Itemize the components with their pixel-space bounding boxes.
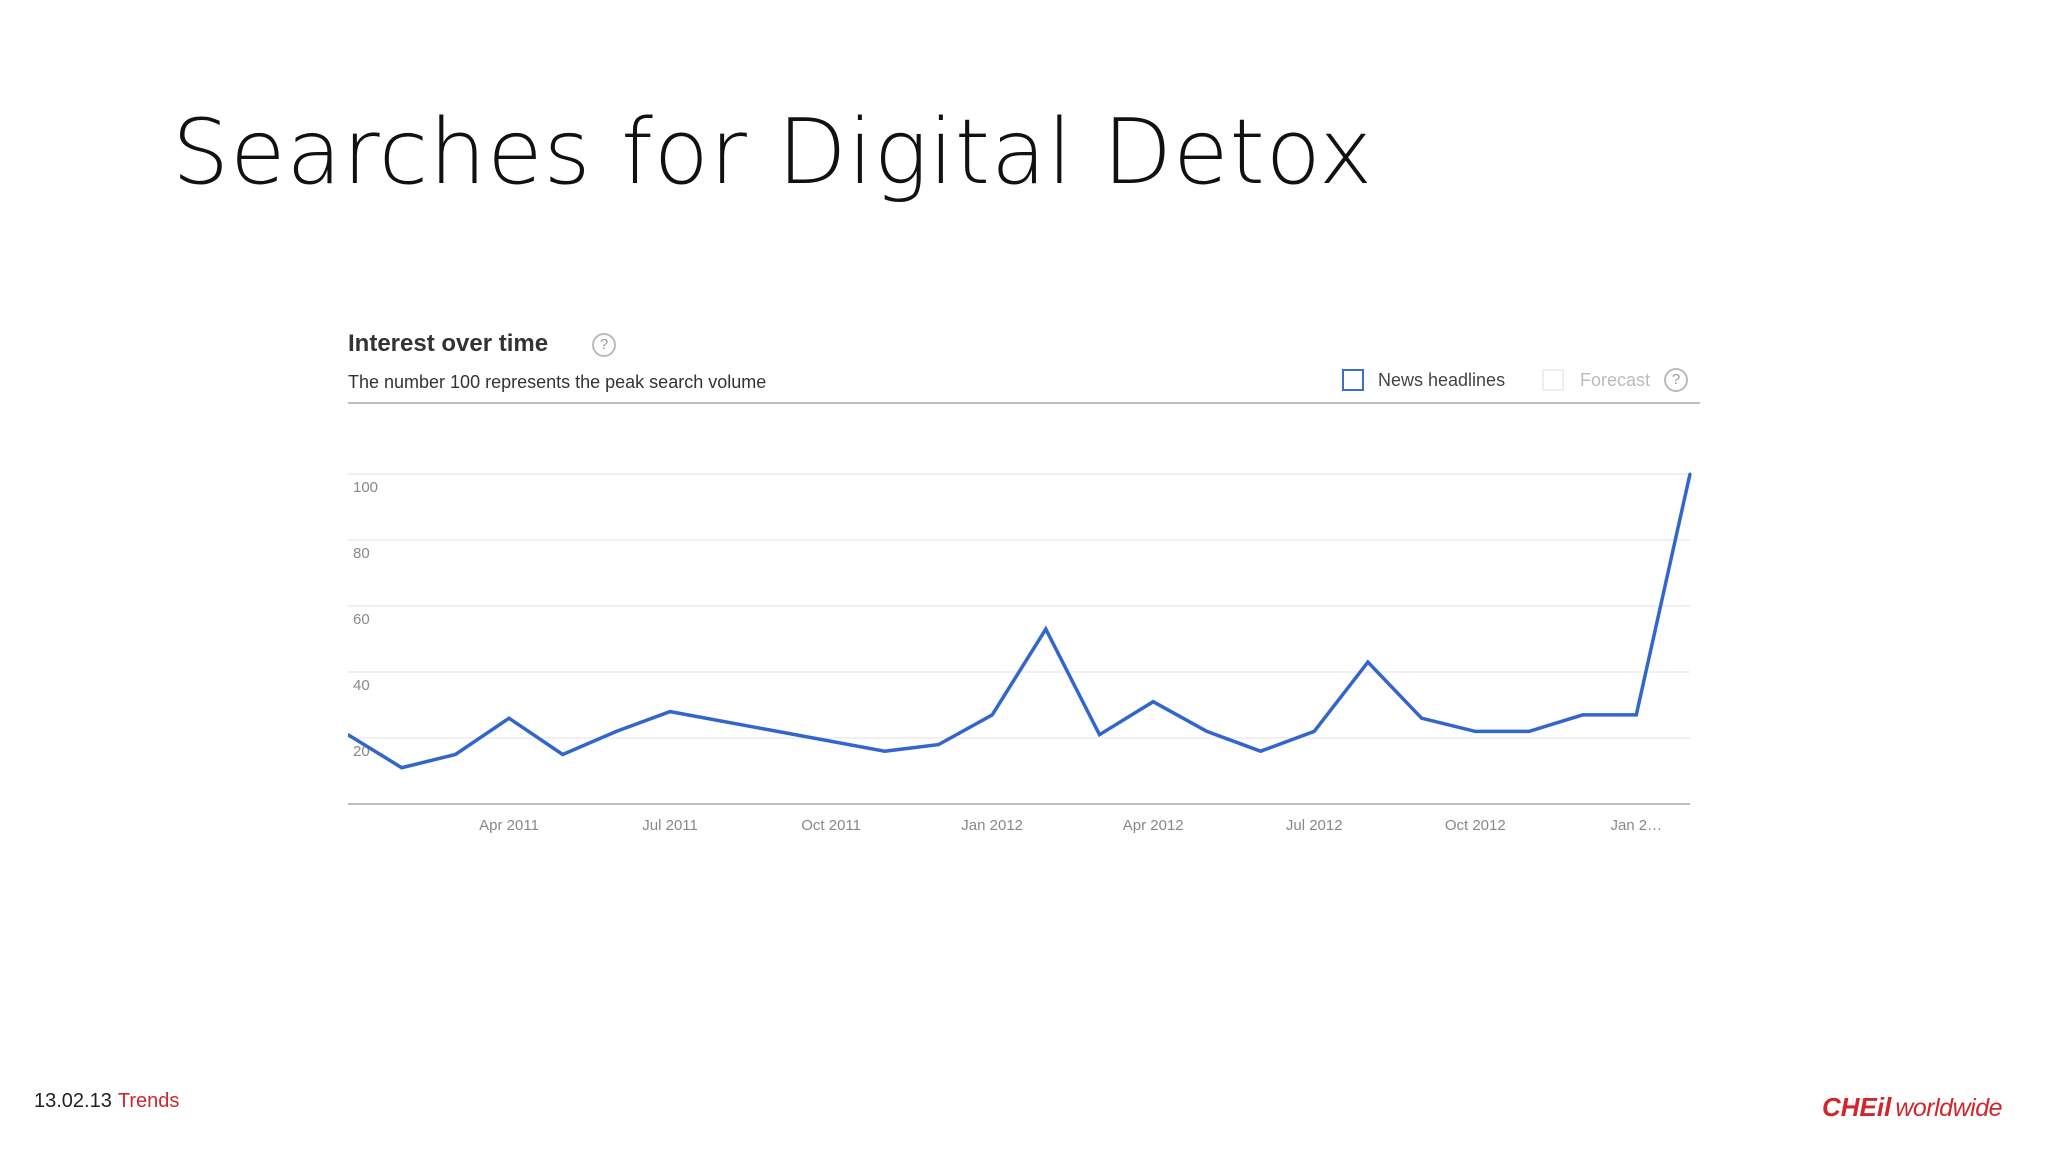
footer: 13.02.13 Trends bbox=[34, 1090, 179, 1113]
data-point bbox=[1420, 716, 1424, 720]
panel-title: Interest over time bbox=[348, 330, 549, 357]
x-tick-label: Jan 2… bbox=[1610, 817, 1662, 834]
header-divider bbox=[348, 402, 1700, 404]
data-point bbox=[668, 710, 672, 714]
data-point bbox=[1312, 729, 1316, 733]
data-point bbox=[1634, 713, 1638, 717]
x-tick-label: Jan 2012 bbox=[961, 817, 1023, 834]
data-point bbox=[1473, 729, 1477, 733]
y-tick-label: 100 bbox=[353, 479, 378, 496]
news-headlines-toggle[interactable]: News headlines bbox=[1342, 368, 1505, 392]
series-line bbox=[348, 473, 1692, 770]
forecast-help-icon[interactable]: ? bbox=[1664, 368, 1688, 392]
trends-panel: Interest over time ? The number 100 repr… bbox=[348, 318, 1700, 848]
footer-section: Trends bbox=[117, 1090, 180, 1112]
x-tick-label: Jul 2011 bbox=[642, 817, 698, 834]
x-tick-label: Apr 2012 bbox=[1123, 817, 1184, 834]
y-tick-label: 80 bbox=[353, 545, 370, 562]
forecast-label: Forecast bbox=[1580, 369, 1651, 390]
data-point bbox=[1259, 749, 1263, 753]
data-point bbox=[1098, 733, 1102, 737]
data-point bbox=[1366, 660, 1370, 664]
footer-date: 13.02.13 bbox=[34, 1090, 112, 1112]
x-tick-label: Oct 2012 bbox=[1445, 817, 1506, 834]
data-point bbox=[561, 753, 565, 756]
data-point bbox=[1581, 713, 1585, 717]
data-point bbox=[775, 729, 779, 733]
x-tick-label: Oct 2011 bbox=[801, 817, 861, 834]
data-point bbox=[507, 716, 511, 720]
data-point bbox=[1151, 700, 1155, 704]
data-point bbox=[1688, 472, 1692, 476]
news-headlines-label: News headlines bbox=[1378, 369, 1506, 390]
logo-sub: worldwide bbox=[1895, 1094, 2003, 1122]
slide-title: Searches for Digital Detox bbox=[172, 100, 1374, 205]
help-icon[interactable]: ? bbox=[592, 333, 616, 357]
cheil-logo: CHEil worldwide bbox=[1822, 1092, 2003, 1124]
data-point bbox=[614, 729, 618, 733]
news-headlines-checkbox[interactable] bbox=[1342, 369, 1364, 391]
y-tick-label: 60 bbox=[353, 611, 370, 628]
forecast-checkbox[interactable] bbox=[1542, 369, 1564, 391]
panel-subtitle: The number 100 represents the peak searc… bbox=[348, 372, 767, 392]
data-point bbox=[453, 753, 457, 756]
forecast-toggle[interactable]: Forecast bbox=[1542, 368, 1650, 392]
data-point bbox=[990, 713, 994, 717]
logo-brand: CHEil bbox=[1822, 1092, 1892, 1122]
data-point bbox=[936, 743, 940, 747]
x-tick-label: Apr 2011 bbox=[479, 817, 539, 834]
y-tick-label: 40 bbox=[353, 677, 370, 694]
data-point bbox=[1044, 627, 1048, 631]
data-point bbox=[883, 749, 887, 753]
data-point bbox=[1205, 729, 1209, 733]
data-point bbox=[400, 766, 404, 770]
data-point bbox=[1527, 729, 1531, 733]
x-tick-label: Jul 2012 bbox=[1286, 817, 1343, 834]
data-point bbox=[348, 733, 350, 737]
